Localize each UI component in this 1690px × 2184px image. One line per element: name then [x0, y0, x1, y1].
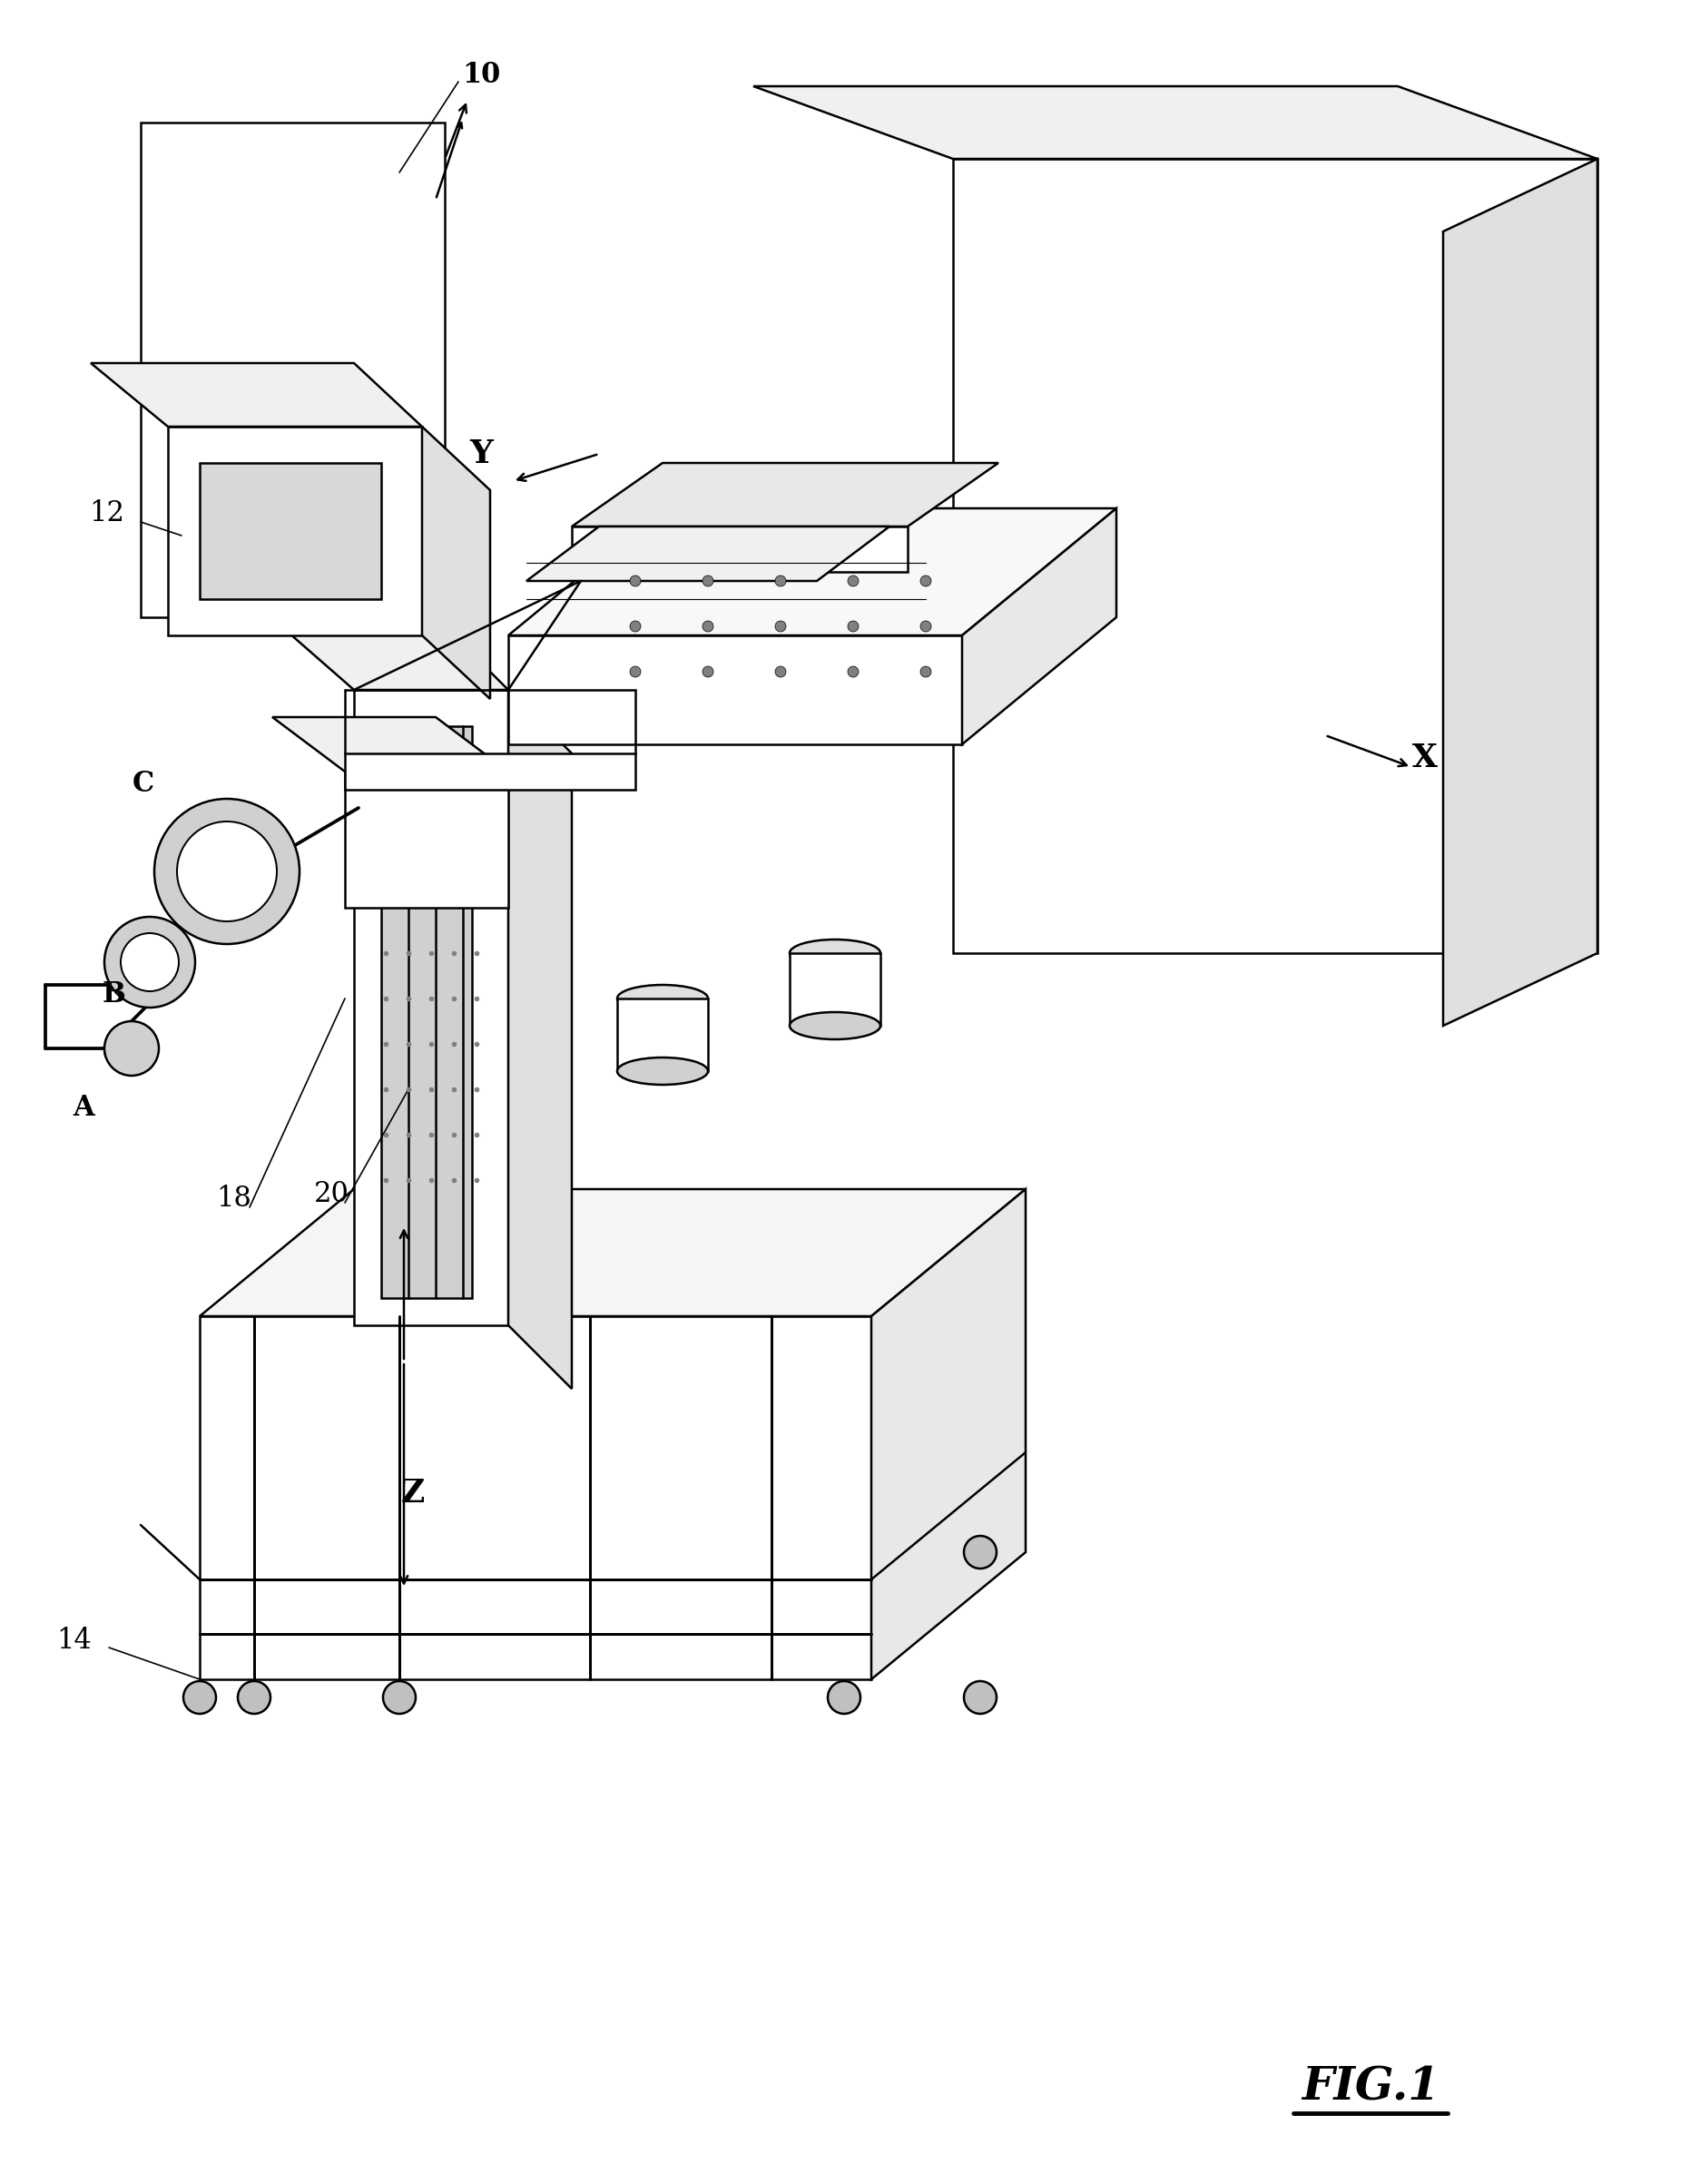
Polygon shape	[953, 159, 1597, 952]
Text: X: X	[1413, 743, 1438, 773]
Polygon shape	[345, 771, 509, 909]
Circle shape	[703, 666, 713, 677]
Circle shape	[177, 821, 277, 922]
Circle shape	[105, 917, 194, 1007]
Polygon shape	[199, 1317, 872, 1679]
Polygon shape	[353, 690, 509, 1326]
Circle shape	[776, 577, 786, 585]
Circle shape	[921, 666, 931, 677]
Polygon shape	[382, 727, 472, 1297]
Circle shape	[154, 799, 299, 943]
Text: C: C	[132, 769, 154, 797]
Circle shape	[776, 666, 786, 677]
Polygon shape	[91, 363, 422, 426]
Text: B: B	[101, 981, 125, 1009]
Text: Y: Y	[470, 439, 493, 470]
Circle shape	[120, 933, 179, 992]
Circle shape	[630, 666, 641, 677]
FancyBboxPatch shape	[789, 952, 880, 1026]
Polygon shape	[962, 509, 1117, 745]
Text: 10: 10	[461, 61, 500, 90]
Circle shape	[848, 666, 859, 677]
Circle shape	[703, 577, 713, 585]
Polygon shape	[422, 426, 490, 699]
Text: FIG.1: FIG.1	[1301, 2066, 1440, 2110]
Circle shape	[776, 620, 786, 631]
Text: 12: 12	[90, 498, 125, 526]
Text: Z: Z	[401, 1479, 424, 1509]
Text: 20: 20	[314, 1179, 348, 1208]
Circle shape	[183, 1682, 216, 1714]
Polygon shape	[167, 426, 422, 636]
Polygon shape	[571, 526, 908, 572]
Circle shape	[384, 1682, 416, 1714]
Ellipse shape	[789, 939, 880, 968]
Ellipse shape	[789, 1011, 880, 1040]
Text: 14: 14	[57, 1627, 91, 1653]
Polygon shape	[509, 636, 962, 745]
Polygon shape	[199, 463, 382, 598]
Polygon shape	[509, 690, 571, 1389]
Polygon shape	[754, 85, 1597, 159]
Polygon shape	[509, 509, 1117, 636]
Polygon shape	[571, 463, 999, 526]
Text: 18: 18	[216, 1184, 252, 1212]
Polygon shape	[199, 1188, 1026, 1317]
Polygon shape	[281, 627, 509, 690]
Circle shape	[848, 620, 859, 631]
Circle shape	[828, 1682, 860, 1714]
Polygon shape	[272, 716, 509, 771]
Circle shape	[963, 1535, 997, 1568]
Circle shape	[848, 577, 859, 585]
Polygon shape	[345, 753, 635, 791]
Circle shape	[963, 1682, 997, 1714]
FancyBboxPatch shape	[617, 998, 708, 1070]
Polygon shape	[872, 1188, 1026, 1679]
Text: A: A	[73, 1094, 95, 1123]
Polygon shape	[140, 122, 444, 618]
Polygon shape	[526, 526, 889, 581]
Circle shape	[630, 620, 641, 631]
Circle shape	[105, 1022, 159, 1077]
Circle shape	[921, 577, 931, 585]
Circle shape	[630, 577, 641, 585]
Ellipse shape	[617, 985, 708, 1011]
Circle shape	[921, 620, 931, 631]
Circle shape	[238, 1682, 270, 1714]
Circle shape	[703, 620, 713, 631]
Polygon shape	[1443, 159, 1597, 1026]
Ellipse shape	[617, 1057, 708, 1085]
